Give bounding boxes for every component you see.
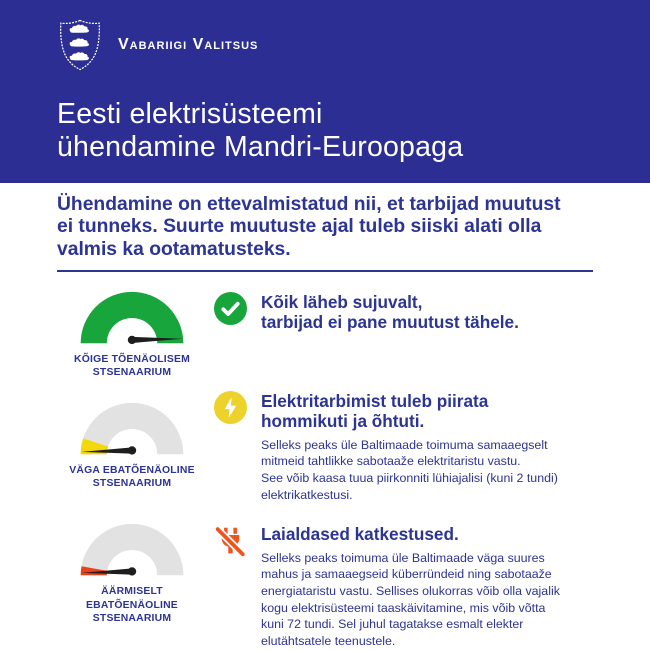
scenario-body: Selleks peaks üle Baltimaade toimuma sam… — [261, 437, 558, 502]
icon-column — [213, 291, 248, 325]
gauge-label: ÄÄRMISELT EBATÕENÄOLINE STSENAARIUM — [86, 585, 178, 626]
page-title-line2: ühendamine Mandri-Euroopaga — [57, 131, 464, 163]
divider-line — [57, 269, 593, 272]
lion-figure — [69, 24, 89, 33]
scenario-row-very-unlikely: VÄGA EBATÕENÄOLINE STSENAARIUM Elektrita… — [57, 387, 593, 503]
scenario-row-extremely-unlikely: ÄÄRMISELT EBATÕENÄOLINE STSENAARIUM — [57, 520, 593, 649]
scenario-heading-line: Elektritarbimist tuleb piirata — [261, 390, 489, 411]
check-icon — [214, 291, 247, 325]
org-name: Vabariigi Valitsus — [118, 36, 259, 53]
scenario-heading-line: Laialdased katkestused. — [261, 524, 459, 545]
gauge-label-line: VÄGA EBATÕENÄOLINE — [69, 464, 195, 476]
scenario-heading-line: tarbijad ei pane muutust tähele. — [261, 312, 519, 333]
scenario-detail: Laialdased katkestused. Selleks peaks to… — [213, 520, 560, 649]
gauge-label-line: ÄÄRMISELT — [101, 586, 163, 598]
intro-text: Ühendamine on ettevalmistatud nii, et ta… — [57, 194, 593, 261]
government-brand: Vabariigi Valitsus — [57, 18, 593, 72]
scenario-heading: Kõik läheb sujuvalt, tarbijad ei pane mu… — [261, 292, 519, 333]
probability-gauge-minimal-icon — [80, 524, 184, 576]
lightning-icon — [214, 390, 247, 424]
intro-line3: valmis ka ootamatusteks. — [57, 238, 291, 260]
scenario-row-most-likely: KÕIGE TÕENÄOLISEM STSENAARIUM Kõik läheb… — [57, 288, 593, 380]
scenario-heading-line: Kõik läheb sujuvalt, — [261, 291, 423, 312]
scenario-texts: Kõik läheb sujuvalt, tarbijad ei pane mu… — [261, 292, 519, 333]
gauge-column: KÕIGE TÕENÄOLISEM STSENAARIUM — [57, 288, 207, 380]
gauge-label-line: STSENAARIUM — [92, 367, 172, 379]
scenario-texts: Elektritarbimist tuleb piirata hommikuti… — [261, 391, 558, 503]
plug-off-icon — [214, 525, 247, 558]
estonia-coat-of-arms-icon — [60, 19, 100, 71]
scenario-heading: Laialdased katkestused. — [261, 524, 560, 545]
page-title: Eesti elektrisüsteemi ühendamine Mandri-… — [57, 98, 593, 164]
scenario-detail: Elektritarbimist tuleb piirata hommikuti… — [213, 387, 558, 503]
scenario-texts: Laialdased katkestused. Selleks peaks to… — [261, 524, 560, 649]
scenario-list: KÕIGE TÕENÄOLISEM STSENAARIUM Kõik läheb… — [57, 288, 593, 649]
icon-column — [213, 524, 248, 560]
header: Vabariigi Valitsus Eesti elektrisüsteemi… — [0, 0, 650, 183]
gauge-label-line: EBATÕENÄOLINE — [86, 599, 178, 611]
gauge-label-line: STSENAARIUM — [92, 613, 172, 625]
intro-line1: Ühendamine on ettevalmistatud nii, et ta… — [57, 194, 561, 215]
page-title-line1: Eesti elektrisüsteemi — [57, 98, 323, 130]
gauge-label: KÕIGE TÕENÄOLISEM STSENAARIUM — [74, 353, 190, 380]
scenario-detail: Kõik läheb sujuvalt, tarbijad ei pane mu… — [213, 288, 519, 333]
probability-gauge-low-icon — [80, 402, 184, 455]
icon-column — [213, 390, 248, 424]
probability-gauge-high-icon — [80, 291, 184, 345]
scenario-heading: Elektritarbimist tuleb piirata hommikuti… — [261, 391, 558, 432]
gauge-column: ÄÄRMISELT EBATÕENÄOLINE STSENAARIUM — [57, 520, 207, 626]
gauge-label-line: STSENAARIUM — [92, 478, 172, 490]
scenario-heading-line: hommikuti ja õhtuti. — [261, 411, 425, 432]
gauge-label: VÄGA EBATÕENÄOLINE STSENAARIUM — [69, 464, 194, 491]
main-content: Ühendamine on ettevalmistatud nii, et ta… — [0, 194, 650, 649]
gauge-column: VÄGA EBATÕENÄOLINE STSENAARIUM — [57, 387, 207, 491]
gauge-label-line: KÕIGE TÕENÄOLISEM — [74, 353, 190, 365]
scenario-body: Selleks peaks toimuma üle Baltimaade väg… — [261, 550, 560, 648]
intro-line2: ei tunneks. Suurte muutuste ajal tuleb s… — [57, 216, 542, 238]
